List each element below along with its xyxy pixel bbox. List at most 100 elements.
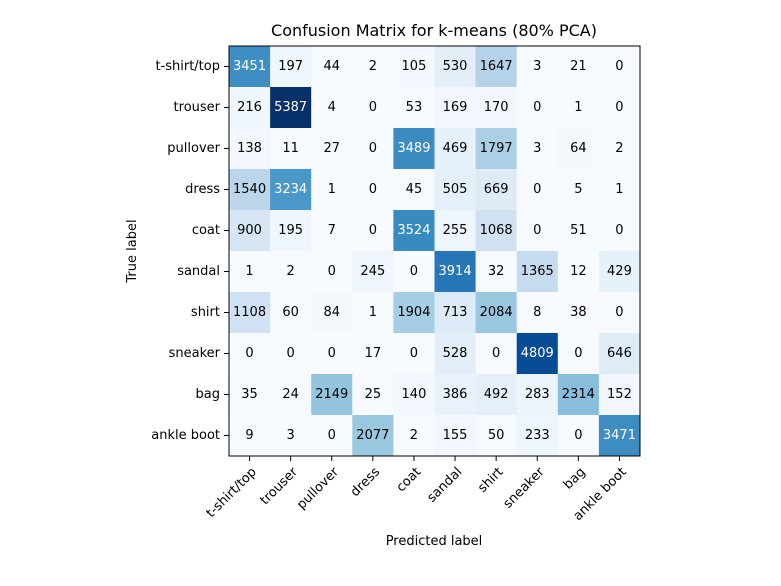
cell-value-label: 669 <box>484 182 509 197</box>
cell-value-label: 3489 <box>397 141 430 156</box>
heatmap-cell <box>393 128 435 170</box>
cell-value-label: 25 <box>365 387 382 402</box>
cell-value-label: 1904 <box>397 305 430 320</box>
heatmap-cell <box>229 251 271 293</box>
heatmap-cell <box>598 415 641 457</box>
heatmap-cell <box>393 374 435 416</box>
cell-value-label: 44 <box>323 59 340 74</box>
heatmap-cell <box>393 46 435 88</box>
heatmap-cell <box>352 87 394 129</box>
cell-value-label: 0 <box>533 100 541 115</box>
heatmap-cell <box>352 374 394 416</box>
heatmap-cell <box>598 374 641 416</box>
heatmap-cell <box>557 46 600 88</box>
heatmap-cell <box>557 210 600 252</box>
cell-value-label: 2 <box>410 428 418 443</box>
heatmap-cell <box>311 251 353 293</box>
heatmap-cell <box>598 128 641 170</box>
heatmap-cell <box>270 210 312 252</box>
y-axis-ticks: t-shirt/top trouser pullover dress coat sanda… <box>151 59 229 443</box>
cell-value-label: 2084 <box>480 305 513 320</box>
y-tick-label: ankle boot <box>151 428 220 443</box>
cell-value-label: 169 <box>443 100 468 115</box>
cell-value-label: 713 <box>443 305 468 320</box>
heatmap-cell <box>434 87 477 129</box>
cell-value-label: 12 <box>570 264 587 279</box>
cell-value-label: 2314 <box>562 387 595 402</box>
heatmap-cell <box>270 87 312 129</box>
cell-value-label: 0 <box>369 182 377 197</box>
heatmap-cell <box>434 374 477 416</box>
cell-value-label: 1068 <box>480 223 513 238</box>
heatmap-cell <box>475 374 518 416</box>
heatmap-cell <box>352 46 394 88</box>
cell-value-label: 0 <box>533 223 541 238</box>
cell-value-label: 0 <box>574 346 582 361</box>
cell-value-label: 0 <box>615 100 623 115</box>
heatmap-cell <box>434 251 477 293</box>
cell-value-label: 140 <box>402 387 427 402</box>
heatmap-cell <box>229 46 271 88</box>
heatmap-cell <box>229 169 271 211</box>
heatmap-cell <box>516 292 559 334</box>
heatmap-cell <box>434 128 477 170</box>
cell-value-label: 2077 <box>356 428 389 443</box>
cell-value-label: 386 <box>443 387 468 402</box>
heatmap-cell <box>516 251 559 293</box>
cell-value-label: 27 <box>323 141 340 156</box>
cell-value-label: 0 <box>410 264 418 279</box>
heatmap-cell <box>270 46 312 88</box>
cell-value-label: 3471 <box>603 428 636 443</box>
heatmap-cell <box>557 415 600 457</box>
heatmap-cell <box>516 128 559 170</box>
cell-value-label: 3451 <box>233 59 266 74</box>
heatmap-cell <box>352 210 394 252</box>
cell-value-label: 152 <box>607 387 632 402</box>
heatmap-cell <box>311 46 353 88</box>
cell-value-label: 0 <box>328 264 336 279</box>
cell-value-label: 35 <box>241 387 258 402</box>
y-tick-label: sneaker <box>169 346 221 361</box>
heatmap-cell <box>311 169 353 211</box>
cell-value-label: 3 <box>533 59 541 74</box>
cell-value-label: 900 <box>237 223 262 238</box>
heatmap-cell <box>393 169 435 211</box>
y-axis-label: True label <box>125 219 140 283</box>
cell-value-label: 1 <box>245 264 253 279</box>
heatmap-cell <box>311 415 353 457</box>
cell-value-label: 3 <box>287 428 295 443</box>
heatmap-cell <box>557 251 600 293</box>
heatmap-cell <box>516 333 559 375</box>
cell-value-label: 1647 <box>480 59 513 74</box>
cell-value-label: 0 <box>369 100 377 115</box>
heatmap-cell <box>557 128 600 170</box>
heatmap-cell <box>434 169 477 211</box>
cell-value-label: 53 <box>406 100 423 115</box>
heatmap-cell <box>475 169 518 211</box>
cell-value-label: 1108 <box>233 305 266 320</box>
cell-value-label: 492 <box>484 387 509 402</box>
cell-value-label: 170 <box>484 100 509 115</box>
heatmap-cell <box>311 128 353 170</box>
cell-value-label: 0 <box>492 346 500 361</box>
cell-value-label: 8 <box>533 305 541 320</box>
cell-value-label: 84 <box>323 305 340 320</box>
heatmap-cell <box>598 169 641 211</box>
cell-value-label: 0 <box>369 141 377 156</box>
heatmap-cell <box>434 210 477 252</box>
heatmap-cell <box>270 169 312 211</box>
heatmap-cell <box>352 292 394 334</box>
plot-frame <box>228 45 641 457</box>
heatmap-cell <box>229 87 271 129</box>
cell-value-label: 5 <box>574 182 582 197</box>
heatmap-cell <box>311 87 353 129</box>
y-tick-label: sandal <box>177 264 220 279</box>
cell-value-label: 1 <box>328 182 336 197</box>
heatmap-cell <box>434 46 477 88</box>
heatmap-cell <box>393 333 435 375</box>
heatmap-cell <box>229 374 271 416</box>
heatmap-cell <box>598 87 641 129</box>
cell-value-label: 17 <box>365 346 382 361</box>
cell-value-label: 1540 <box>233 182 266 197</box>
